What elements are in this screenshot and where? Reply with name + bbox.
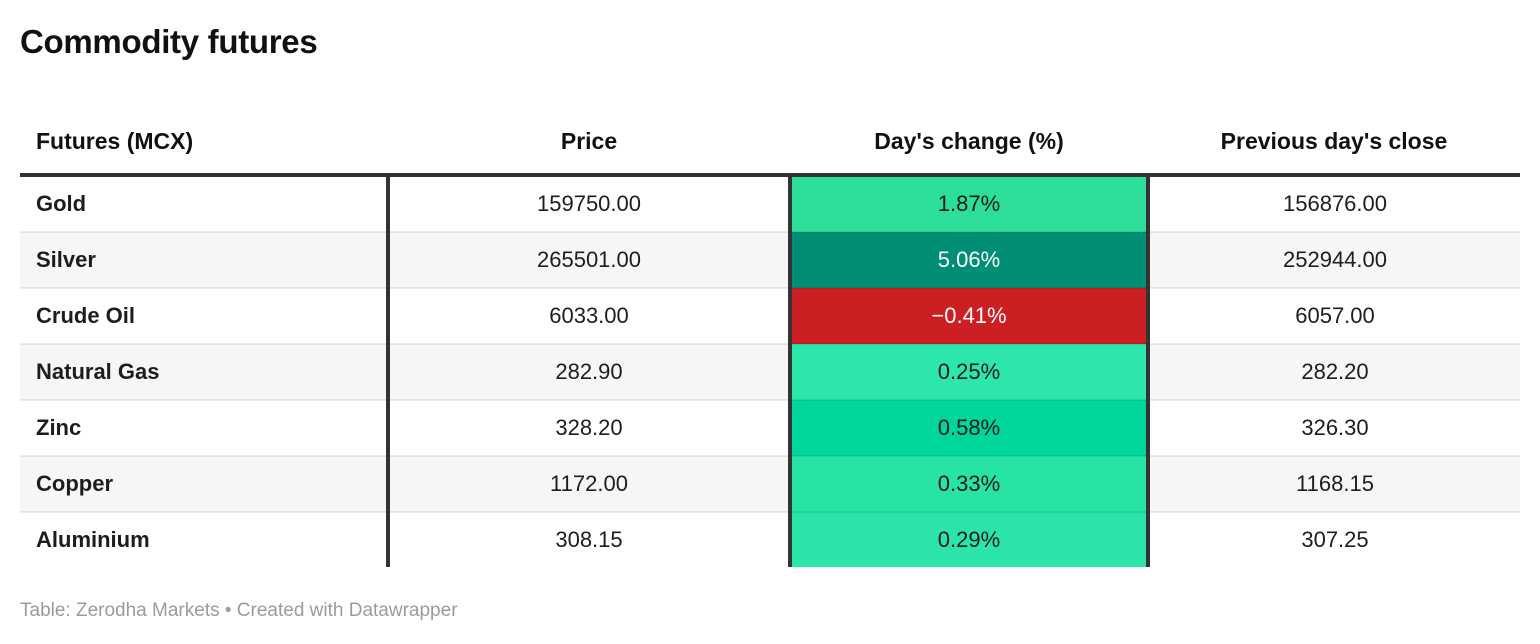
column-header-price: Price [388, 112, 790, 177]
column-header-futures: Futures (MCX) [20, 112, 388, 177]
day-change-cell: 0.33% [788, 455, 1150, 512]
datawrapper-table-page: Commodity futures Futures (MCX) Price Da… [0, 22, 1540, 623]
prev-close-cell: 282.20 [1148, 343, 1520, 400]
commodity-name-cell: Silver [20, 231, 390, 288]
table-row: Gold 159750.00 1.87% 156876.00 [20, 174, 1520, 232]
price-cell: 6033.00 [388, 287, 790, 344]
page-title: Commodity futures [20, 23, 318, 60]
prev-close-cell: 307.25 [1148, 511, 1520, 567]
price-cell: 328.20 [388, 399, 790, 456]
day-change-cell: 1.87% [788, 174, 1150, 232]
day-change-cell: 0.29% [788, 511, 1150, 567]
price-cell: 308.15 [388, 511, 790, 567]
price-cell: 265501.00 [388, 231, 790, 288]
commodity-name-cell: Copper [20, 455, 390, 512]
day-change-cell: 5.06% [788, 231, 1150, 288]
table-row: Crude Oil 6033.00 −0.41% 6057.00 [20, 287, 1520, 344]
prev-close-cell: 326.30 [1148, 399, 1520, 456]
table-row: Silver 265501.00 5.06% 252944.00 [20, 231, 1520, 288]
prev-close-cell: 6057.00 [1148, 287, 1520, 344]
commodity-name-cell: Aluminium [20, 511, 390, 567]
prev-close-cell: 252944.00 [1148, 231, 1520, 288]
column-header-day-change: Day's change (%) [790, 112, 1148, 177]
price-cell: 1172.00 [388, 455, 790, 512]
table-row: Natural Gas 282.90 0.25% 282.20 [20, 343, 1520, 400]
prev-close-cell: 1168.15 [1148, 455, 1520, 512]
table-row: Copper 1172.00 0.33% 1168.15 [20, 455, 1520, 512]
day-change-cell: 0.58% [788, 399, 1150, 456]
commodity-name-cell: Crude Oil [20, 287, 390, 344]
day-change-cell: −0.41% [788, 287, 1150, 344]
commodity-name-cell: Gold [20, 174, 390, 232]
column-header-prev-close: Previous day's close [1148, 112, 1520, 177]
table-header: Futures (MCX) Price Day's change (%) Pre… [20, 112, 1520, 177]
header-row: Futures (MCX) Price Day's change (%) Pre… [20, 112, 1520, 177]
price-cell: 159750.00 [388, 174, 790, 232]
table-row: Aluminium 308.15 0.29% 307.25 [20, 511, 1520, 567]
attribution-footer: Table: Zerodha Markets • Created with Da… [20, 600, 458, 621]
prev-close-cell: 156876.00 [1148, 174, 1520, 232]
commodity-futures-table: Futures (MCX) Price Day's change (%) Pre… [20, 112, 1520, 567]
commodity-name-cell: Zinc [20, 399, 390, 456]
day-change-cell: 0.25% [788, 343, 1150, 400]
table-body: Gold 159750.00 1.87% 156876.00 Silver 265501.… [20, 174, 1520, 567]
commodity-name-cell: Natural Gas [20, 343, 390, 400]
price-cell: 282.90 [388, 343, 790, 400]
table-row: Zinc 328.20 0.58% 326.30 [20, 399, 1520, 456]
